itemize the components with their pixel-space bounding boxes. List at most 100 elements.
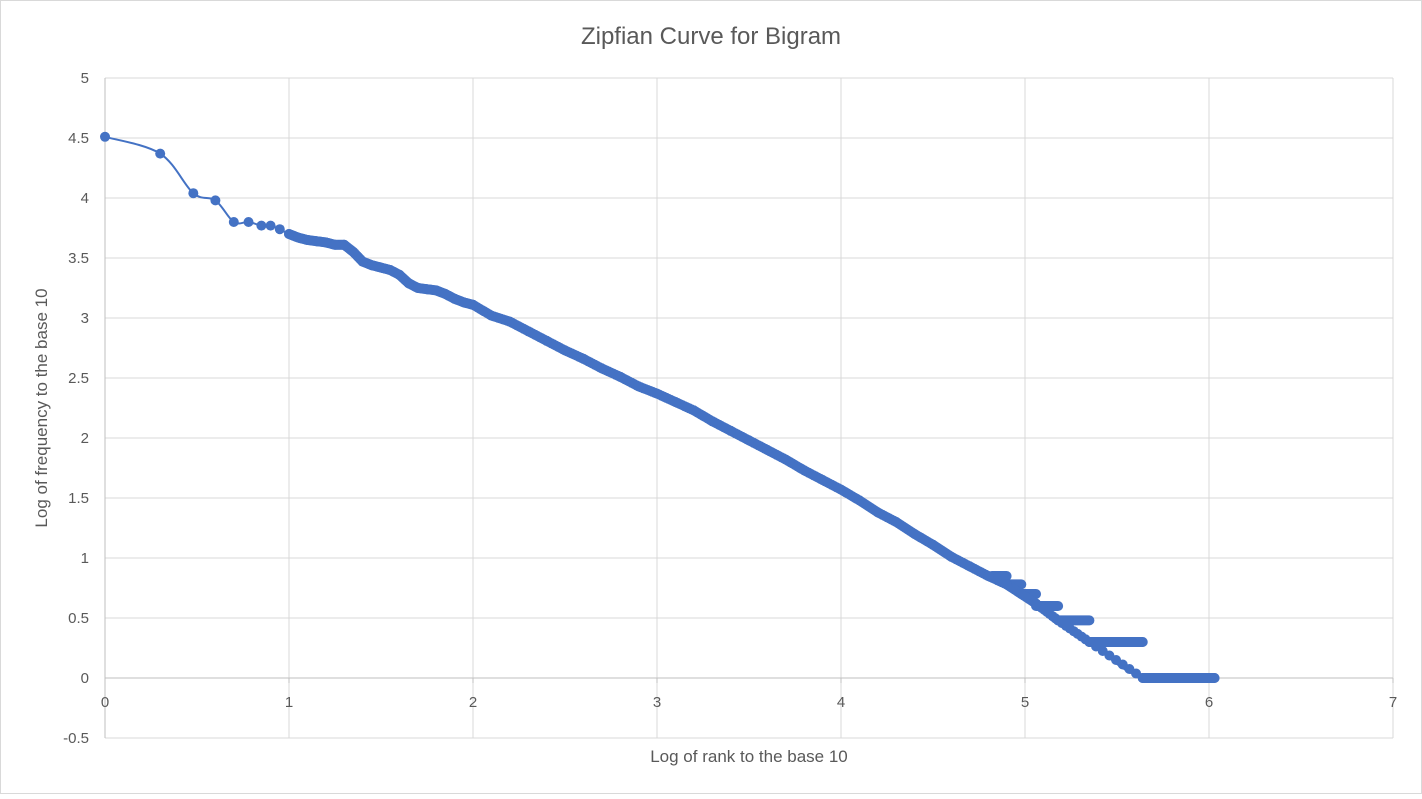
data-point — [320, 237, 331, 248]
data-point — [688, 405, 699, 416]
x-tick-label: 6 — [1205, 694, 1213, 711]
data-point — [725, 425, 736, 436]
data-point — [836, 484, 846, 495]
y-tick-label: 4.5 — [68, 130, 89, 147]
data-points — [100, 131, 1220, 683]
data-point — [357, 256, 368, 267]
data-point — [403, 278, 414, 289]
x-tick-label: 1 — [285, 694, 293, 711]
data-point — [762, 445, 773, 455]
data-point — [780, 454, 791, 465]
data-point — [1182, 673, 1193, 683]
data-point — [100, 131, 110, 142]
data-point — [468, 299, 478, 310]
data-point — [210, 195, 221, 206]
data-point — [1031, 598, 1042, 609]
tick-labels: -0.5 0 0.5 1 1.5 2 2.5 3 3.5 4 4.5 5 0 1 2 3 4 5 6 7 — [63, 70, 1397, 747]
data-point — [1164, 673, 1175, 683]
data-point — [339, 239, 350, 250]
data-point — [670, 397, 681, 407]
data-point — [615, 371, 626, 382]
data-point — [274, 224, 285, 235]
data-point — [560, 345, 570, 356]
y-tick-label: -0.5 — [63, 730, 89, 747]
y-axis-title: Log of frequency to the base 10 — [32, 288, 51, 527]
data-point — [596, 363, 607, 374]
data-point — [302, 235, 313, 245]
chart-title: Zipfian Curve for Bigram — [581, 23, 841, 50]
data-point — [1191, 673, 1202, 683]
data-point — [1001, 579, 1012, 590]
data-point — [578, 353, 589, 364]
x-tick-label: 3 — [653, 694, 661, 711]
y-tick-label: 3.5 — [68, 250, 89, 267]
data-point — [458, 297, 469, 308]
y-tick-label: 5 — [81, 70, 89, 87]
data-point — [1084, 637, 1095, 647]
y-tick-label: 2.5 — [68, 370, 89, 387]
data-point — [928, 539, 938, 550]
data-point — [541, 335, 552, 346]
y-tick-label: 3 — [81, 310, 89, 327]
data-point — [707, 416, 718, 427]
data-point — [1200, 673, 1211, 683]
data-point — [293, 232, 304, 243]
data-point — [523, 326, 534, 337]
data-point — [1209, 673, 1220, 683]
data-point — [486, 310, 497, 321]
data-point — [1146, 673, 1157, 683]
data-point — [155, 148, 166, 159]
x-tick-label: 4 — [837, 694, 845, 711]
data-point — [228, 217, 239, 227]
data-point — [1173, 673, 1184, 683]
data-point — [284, 229, 294, 239]
data-point — [330, 239, 340, 250]
data-point — [909, 529, 920, 539]
data-point — [1016, 589, 1027, 599]
data-point — [817, 475, 828, 485]
y-tick-label: 2 — [81, 430, 89, 447]
x-tick-label: 0 — [101, 694, 109, 711]
data-point — [964, 561, 975, 572]
data-point — [872, 507, 883, 518]
data-point — [311, 236, 322, 247]
data-point — [449, 293, 460, 304]
data-point — [265, 220, 276, 231]
data-point — [188, 188, 199, 199]
data-point — [504, 316, 515, 327]
y-tick-label: 1.5 — [68, 490, 89, 507]
data-point — [799, 465, 810, 476]
data-point — [946, 551, 957, 562]
data-point — [1053, 615, 1064, 626]
data-point — [983, 571, 994, 581]
y-tick-label: 0 — [81, 670, 89, 687]
data-point — [376, 262, 386, 273]
data-point — [385, 265, 396, 275]
y-tick-label: 4 — [81, 190, 89, 207]
data-point — [394, 269, 405, 280]
data-point — [744, 435, 754, 446]
data-point — [1137, 673, 1148, 683]
data-point — [366, 260, 377, 271]
data-point — [422, 284, 432, 295]
x-axis-title: Log of rank to the base 10 — [650, 747, 848, 766]
x-tick-label: 5 — [1021, 694, 1029, 711]
data-point — [412, 283, 423, 293]
data-point — [652, 388, 662, 399]
data-point — [633, 381, 644, 392]
data-point — [348, 247, 359, 257]
data-point — [1155, 673, 1166, 683]
y-tick-label: 1 — [81, 550, 89, 567]
data-point — [891, 517, 902, 527]
data-point — [440, 289, 451, 299]
x-tick-label: 2 — [469, 694, 477, 711]
data-point — [243, 217, 254, 227]
x-tick-label: 7 — [1389, 694, 1397, 711]
y-tick-label: 0.5 — [68, 610, 89, 627]
data-point — [256, 220, 267, 231]
data-point — [431, 285, 442, 296]
grid-lines — [105, 77, 1394, 739]
